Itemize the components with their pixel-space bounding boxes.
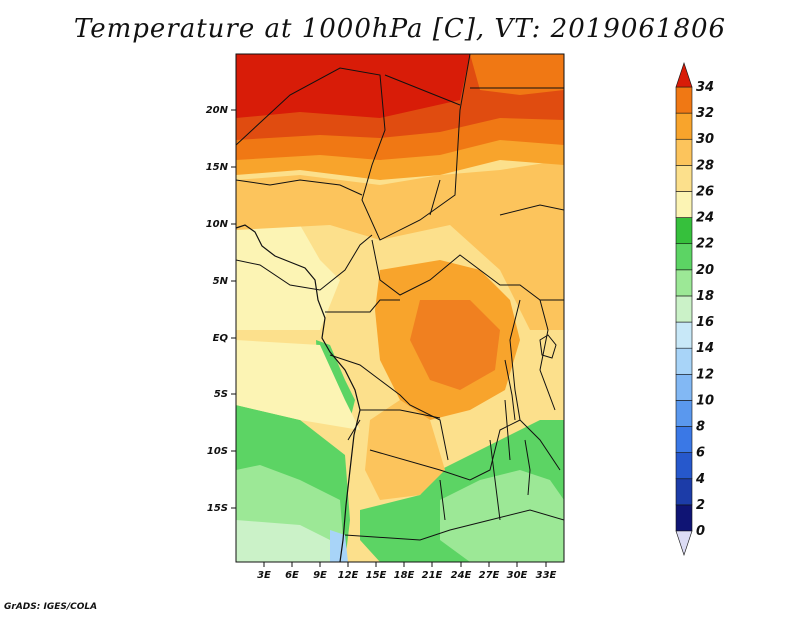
longitude-axis: 3E 6E 9E 12E 15E 18E 21E 24E 27E 30E 33E bbox=[257, 562, 557, 581]
colorbar-label: 10 bbox=[696, 393, 714, 408]
lon-tick: 30E bbox=[507, 562, 528, 581]
lon-tick-label: 27E bbox=[479, 570, 500, 581]
map-title: Temperature at 1000hPa [C], VT: 20190618… bbox=[73, 14, 727, 44]
colorbar-label: 20 bbox=[696, 263, 714, 278]
colorbar-label: 6 bbox=[696, 446, 705, 461]
latitude-axis: 20N 15N 10N 5N EQ 5S 10S 15S bbox=[206, 105, 236, 514]
colorbar-swatch bbox=[675, 373, 693, 401]
lon-tick-label: 24E bbox=[451, 570, 472, 581]
colorbar-label: 0 bbox=[696, 524, 705, 539]
colorbar-swatch bbox=[675, 112, 693, 140]
colorbar-swatch bbox=[675, 426, 693, 453]
colorbar-swatch bbox=[675, 86, 693, 114]
lon-tick-label: 6E bbox=[285, 570, 299, 581]
lat-tick: 10N bbox=[206, 219, 236, 230]
lon-tick: 9E bbox=[313, 562, 327, 581]
lon-tick: 33E bbox=[536, 562, 557, 581]
lon-tick: 24E bbox=[451, 562, 472, 581]
lat-tick-label: 20N bbox=[206, 105, 229, 116]
colorbar-swatch bbox=[675, 191, 693, 218]
colorbar-label: 18 bbox=[696, 289, 714, 304]
lat-tick: 15S bbox=[207, 503, 236, 514]
colorbar-label: 30 bbox=[696, 132, 714, 147]
colorbar-label: 22 bbox=[696, 237, 714, 252]
lon-tick: 21E bbox=[422, 562, 443, 581]
lon-tick: 15E bbox=[366, 562, 387, 581]
colorbar-label: 26 bbox=[696, 184, 714, 199]
lon-tick: 18E bbox=[394, 562, 415, 581]
colorbar-swatch bbox=[675, 504, 693, 532]
lon-tick-label: 12E bbox=[338, 570, 359, 581]
lat-tick-label: 5N bbox=[213, 276, 229, 287]
lat-tick: EQ bbox=[213, 333, 236, 344]
colorbar-swatch bbox=[675, 138, 693, 166]
colorbar-label: 2 bbox=[696, 498, 705, 513]
colorbar-under-arrow bbox=[675, 530, 693, 556]
colorbar-swatch bbox=[675, 269, 693, 297]
colorbar-swatch bbox=[675, 478, 693, 506]
lon-tick-label: 33E bbox=[536, 570, 557, 581]
colorbar-swatch bbox=[675, 217, 693, 245]
colorbar-over-arrow bbox=[675, 62, 693, 88]
colorbar-label: 34 bbox=[696, 80, 714, 95]
country-borders bbox=[236, 54, 564, 541]
lat-tick-label: 10S bbox=[207, 446, 228, 457]
colorbar-swatch bbox=[675, 400, 693, 427]
lat-tick-label: 10N bbox=[206, 219, 229, 230]
colorbar-swatch bbox=[675, 452, 693, 480]
colorbar-label: 14 bbox=[696, 341, 714, 356]
lat-tick-label: EQ bbox=[213, 333, 229, 344]
colorbar-swatch bbox=[675, 165, 693, 192]
lon-tick: 6E bbox=[285, 562, 299, 581]
lakes bbox=[504, 334, 557, 496]
lat-tick: 15N bbox=[206, 162, 236, 173]
lon-tick: 12E bbox=[338, 562, 359, 581]
credit-text: GrADS: IGES/COLA bbox=[4, 602, 98, 612]
colorbar-label: 24 bbox=[696, 211, 714, 226]
temperature-field bbox=[236, 54, 564, 562]
colorbar-label: 28 bbox=[696, 158, 714, 173]
lon-tick-label: 21E bbox=[422, 570, 443, 581]
colorbar-swatch bbox=[675, 295, 693, 323]
lon-tick-label: 9E bbox=[313, 570, 327, 581]
colorbar-swatch bbox=[675, 347, 693, 375]
lon-tick-label: 18E bbox=[394, 570, 415, 581]
lat-tick-label: 5S bbox=[214, 389, 228, 400]
lon-tick-label: 3E bbox=[257, 570, 271, 581]
lon-tick-label: 15E bbox=[366, 570, 387, 581]
colorbar-label: 8 bbox=[696, 420, 705, 435]
colorbar-label: 4 bbox=[695, 472, 705, 487]
lat-tick: 5N bbox=[213, 276, 236, 287]
colorbar-swatch bbox=[675, 243, 693, 271]
lon-tick: 3E bbox=[257, 562, 271, 581]
colorbar-label: 16 bbox=[696, 315, 714, 330]
colorbar-label: 12 bbox=[696, 367, 714, 382]
lon-tick: 27E bbox=[479, 562, 500, 581]
lat-tick: 20N bbox=[206, 105, 236, 116]
colorbar-swatch bbox=[675, 321, 693, 349]
coastline bbox=[235, 224, 361, 563]
lat-tick: 5S bbox=[214, 389, 236, 400]
lat-tick-label: 15N bbox=[206, 162, 229, 173]
lat-tick: 10S bbox=[207, 446, 236, 457]
lat-tick-label: 15S bbox=[207, 503, 228, 514]
lon-tick-label: 30E bbox=[507, 570, 528, 581]
map-frame bbox=[235, 53, 565, 563]
colorbar-label: 32 bbox=[696, 106, 714, 121]
